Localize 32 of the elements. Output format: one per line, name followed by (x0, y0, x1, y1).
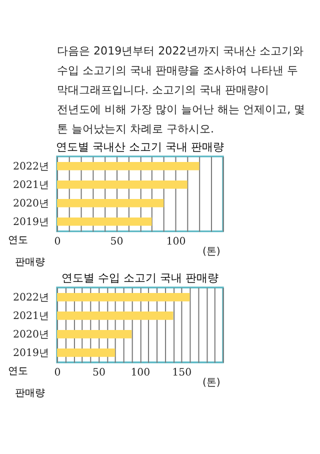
chart-title: 연도별 수입 소고기 국내 판매량 (61, 272, 219, 285)
y-tick-label: 2020년 (12, 330, 49, 341)
y-tick-label: 2021년 (12, 180, 49, 192)
x-tick-label: 100 (166, 236, 186, 248)
x-tick-label: 150 (172, 368, 192, 379)
bar (57, 293, 190, 302)
x-tick-label: 0 (54, 236, 61, 248)
text: (톤) (202, 246, 220, 258)
bar (57, 162, 200, 170)
y-axis-title: 연도 (8, 234, 28, 246)
bar (57, 217, 152, 226)
y-tick-label: 2019년 (12, 217, 49, 228)
bar (57, 180, 188, 189)
chart-title: 연도별 국내산 소고기 국내 판매량 (56, 140, 224, 154)
y-tick-label: 2021년 (12, 311, 49, 322)
x-tick-label: 50 (92, 368, 106, 379)
bar (57, 330, 132, 338)
y-tick-label: 2022년 (12, 292, 49, 304)
x-axis-title: 판매량 (14, 256, 45, 268)
y-tick-label: 2019년 (12, 348, 49, 360)
x-tick-label: 0 (54, 368, 61, 379)
x-tick-label: 100 (130, 368, 150, 379)
y-tick-label: 2020년 (12, 198, 49, 210)
x-axis-title: 판매량 (14, 388, 45, 399)
bar (57, 198, 164, 208)
text: (톤) (202, 377, 220, 388)
x-tick-label: 50 (110, 236, 124, 248)
bar (57, 348, 116, 357)
bar (57, 312, 174, 320)
text: 다음은 2019년부터 2022년까지 국내산 소고기와 수입 소고기의 국내 판매량을 조사하여 나타낸 두 막대그래프입니다. 소고기의 국내 판매량이 전년도에 비해 가장 많이 늘어난 해는 언제이고, 몇 톤 늘어났는지 차례로 구하시오. (57, 44, 306, 136)
y-axis-title: 연도 (8, 366, 28, 377)
y-tick-label: 2022년 (12, 162, 49, 173)
